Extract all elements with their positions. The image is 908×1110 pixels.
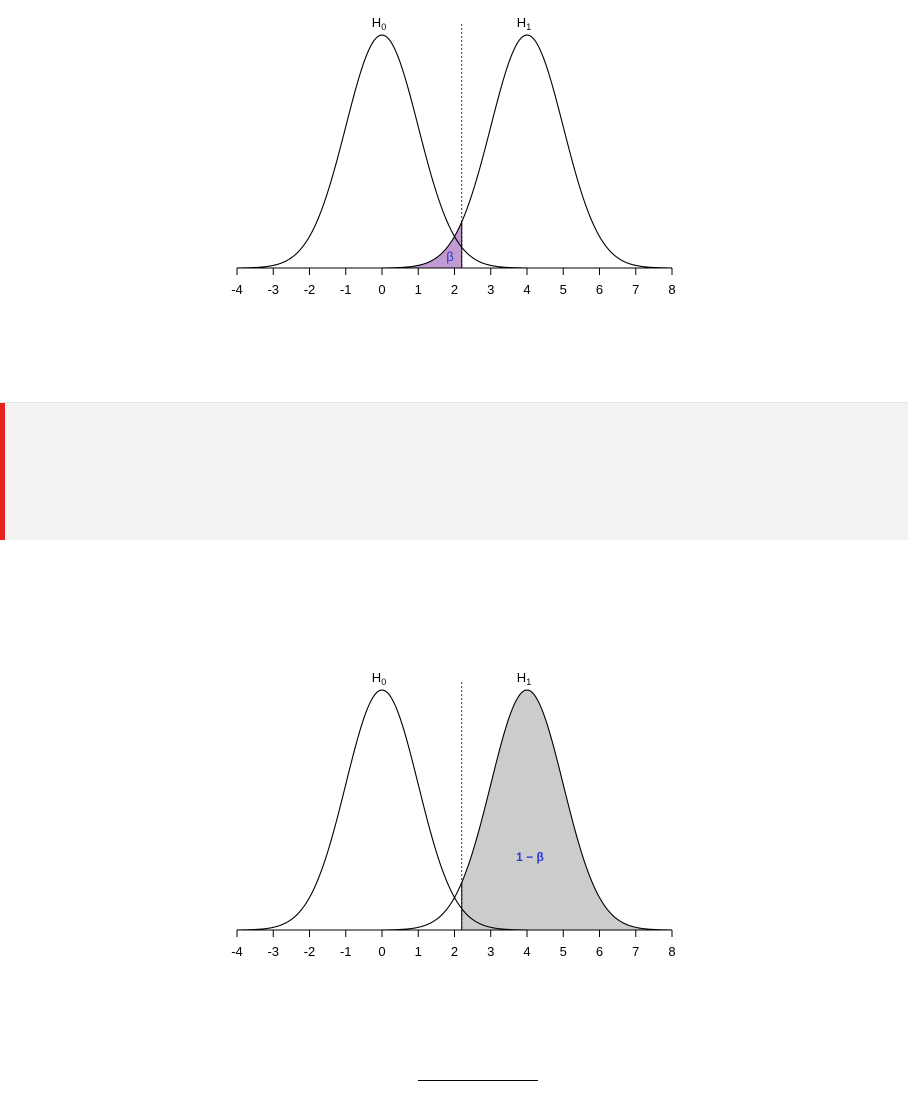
curve-label-h1: H1 [517, 670, 531, 687]
x-tick-label: 3 [487, 944, 494, 959]
x-tick-label: -4 [231, 282, 243, 297]
density-curve-h0 [236, 34, 528, 269]
shaded-region [382, 221, 462, 268]
x-tick-label: 0 [378, 282, 385, 297]
x-tick-label: 4 [523, 282, 530, 297]
x-tick-label: 5 [560, 944, 567, 959]
x-tick-label: 8 [668, 282, 675, 297]
x-tick-label: 4 [523, 944, 530, 959]
curve-label-h1: H1 [517, 15, 531, 32]
x-tick-label: -4 [231, 944, 243, 959]
region-label: 1 − β [516, 850, 544, 864]
curve-label-h0: H0 [372, 670, 386, 687]
footer-rule [418, 1080, 538, 1081]
x-tick-label: 6 [596, 282, 603, 297]
x-tick-label: 5 [560, 282, 567, 297]
x-tick-label: 3 [487, 282, 494, 297]
curve-label-h0: H0 [372, 15, 386, 32]
x-tick-label: -1 [340, 282, 352, 297]
beta-chart: -4 -3 -2 -1 0 1 2 3 4 5 6 7 8 H0 H1 β [231, 15, 675, 297]
power-chart: -4 -3 -2 -1 0 1 2 3 4 5 6 7 8 H0 H1 1 − β [231, 670, 675, 959]
x-tick-label: -1 [340, 944, 352, 959]
x-tick-label: 1 [415, 282, 422, 297]
region-label: β [446, 249, 453, 264]
x-tick-label: 0 [378, 944, 385, 959]
x-tick-label: 8 [668, 944, 675, 959]
x-tick-label: 7 [632, 944, 639, 959]
x-tick-label: 1 [415, 944, 422, 959]
x-tick-label: -3 [267, 944, 279, 959]
x-tick-label: 7 [632, 282, 639, 297]
x-tick-label: -2 [304, 282, 316, 297]
callout-box [0, 402, 908, 540]
density-curve-h0 [236, 689, 528, 931]
x-tick-label: 2 [451, 282, 458, 297]
shaded-region [461, 690, 672, 930]
density-curve-h1 [381, 689, 673, 931]
callout-accent-bar [0, 403, 5, 540]
density-curve-h1 [381, 34, 673, 269]
x-tick-label: 2 [451, 944, 458, 959]
x-tick-label: -2 [304, 944, 316, 959]
x-tick-label: -3 [267, 282, 279, 297]
x-tick-label: 6 [596, 944, 603, 959]
